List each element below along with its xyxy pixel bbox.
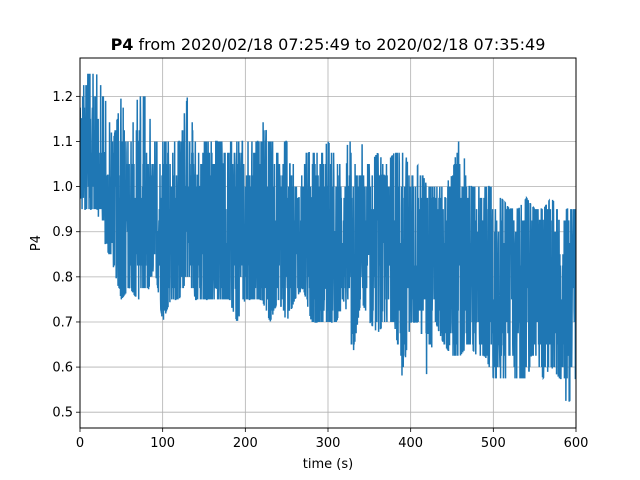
y-axis-ticks: 0.5 0.6 0.7 0.8 0.9 1.0 1.1 1.2 bbox=[52, 90, 80, 421]
series-layer bbox=[80, 73, 576, 402]
series-line bbox=[80, 73, 576, 402]
x-tick-label: 100 bbox=[150, 436, 175, 451]
x-tick-label: 0 bbox=[76, 436, 84, 451]
x-axis-ticks: 0 100 200 300 400 500 600 bbox=[76, 428, 589, 451]
y-tick-label: 0.6 bbox=[52, 361, 73, 376]
chart-title-bold: P4 bbox=[111, 35, 134, 54]
x-tick-label: 600 bbox=[564, 436, 589, 451]
y-tick-label: 1.1 bbox=[52, 135, 73, 150]
y-tick-label: 0.5 bbox=[52, 406, 73, 421]
x-tick-label: 200 bbox=[233, 436, 258, 451]
x-tick-label: 400 bbox=[398, 436, 423, 451]
plot-area bbox=[80, 73, 576, 402]
y-tick-label: 1.2 bbox=[52, 90, 73, 105]
y-tick-label: 1.0 bbox=[52, 180, 73, 195]
x-tick-label: 500 bbox=[481, 436, 506, 451]
chart-title-rest: from 2020/02/18 07:25:49 to 2020/02/18 0… bbox=[133, 35, 545, 54]
y-tick-label: 0.7 bbox=[52, 315, 73, 330]
x-axis-label: time (s) bbox=[303, 457, 353, 472]
y-axis-label: P4 bbox=[29, 235, 44, 251]
x-tick-label: 300 bbox=[316, 436, 341, 451]
y-tick-label: 0.8 bbox=[52, 270, 73, 285]
chart-title: P4 from 2020/02/18 07:25:49 to 2020/02/1… bbox=[111, 35, 546, 54]
y-tick-label: 0.9 bbox=[52, 225, 73, 240]
